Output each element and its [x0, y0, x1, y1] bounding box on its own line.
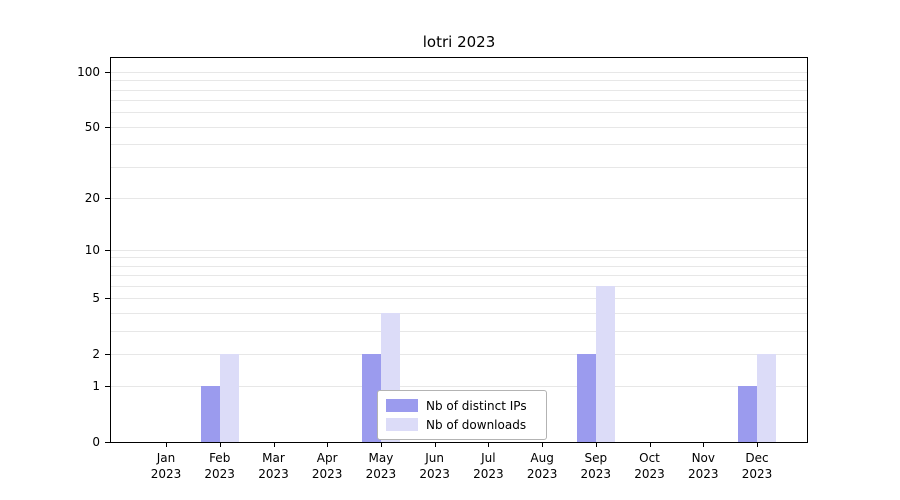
x-tick-label: Jan 2023	[136, 450, 196, 482]
x-tick-year: 2023	[580, 467, 612, 481]
y-tick-mark	[105, 197, 110, 199]
x-tick-label: Aug 2023	[512, 450, 572, 482]
gridline	[111, 386, 807, 388]
y-tick-mark	[105, 72, 110, 73]
plot-area	[110, 57, 808, 443]
x-tick-mark	[703, 443, 705, 447]
x-tick-month: Aug	[530, 451, 554, 465]
x-tick-mark	[595, 443, 597, 447]
gridline	[111, 353, 807, 355]
x-tick-year: 2023	[204, 467, 235, 481]
x-tick-year: 2023	[311, 467, 343, 481]
bar-distinct-ips	[738, 386, 757, 442]
x-tick-year: 2023	[526, 467, 558, 481]
x-tick-year: 2023	[634, 467, 665, 481]
y-tick-label: 10	[84, 242, 100, 257]
x-tick-label: Feb 2023	[190, 450, 250, 482]
legend: Nb of distinct IPs Nb of downloads	[377, 390, 547, 440]
gridline	[111, 286, 807, 287]
gridline	[111, 89, 807, 91]
bar-distinct-ips	[576, 353, 596, 442]
x-tick-month: Oct	[639, 451, 660, 465]
gridline	[111, 112, 807, 114]
x-tick-mark	[649, 443, 651, 447]
x-tick-label: Sep 2023	[566, 450, 626, 482]
gridline	[111, 275, 807, 277]
x-tick-month: Jul	[481, 451, 496, 465]
x-tick-month: Feb	[209, 451, 231, 465]
gridline	[111, 126, 807, 128]
x-tick-year: 2023	[150, 467, 182, 481]
y-tick-mark	[105, 249, 110, 251]
y-tick-label: 5	[92, 291, 100, 306]
x-tick-mark	[757, 443, 758, 447]
gridline	[111, 330, 807, 332]
x-tick-label: Jul 2023	[458, 450, 518, 482]
chart-title: lotri 2023	[422, 33, 496, 51]
x-tick-year: 2023	[473, 467, 504, 481]
x-tick-mark	[273, 443, 275, 447]
x-tick-month: Sep	[584, 451, 608, 465]
legend-label-downloads: Nb of downloads	[426, 417, 527, 432]
x-tick-label: Dec 2023	[727, 450, 787, 482]
gridline	[111, 257, 807, 259]
x-tick-month: Jan	[156, 451, 176, 465]
legend-swatch-distinct-ips-icon	[386, 399, 418, 412]
gridline	[111, 166, 807, 168]
x-tick-mark	[327, 443, 329, 447]
x-tick-label: Mar 2023	[244, 450, 304, 482]
y-tick-mark	[105, 353, 110, 355]
x-tick-label: Nov 2023	[673, 450, 733, 482]
x-tick-mark	[219, 443, 221, 447]
y-tick-label: 2	[92, 346, 100, 361]
y-tick-label: 0	[92, 435, 100, 449]
gridline	[111, 313, 807, 314]
y-tick-mark	[105, 126, 110, 128]
x-tick-mark	[542, 443, 544, 447]
bar-downloads	[219, 353, 239, 442]
x-tick-year: 2023	[688, 467, 719, 481]
legend-item-distinct-ips: Nb of distinct IPs	[386, 396, 538, 415]
legend-label-distinct-ips: Nb of distinct IPs	[426, 398, 527, 413]
x-tick-mark	[488, 443, 490, 447]
x-tick-mark	[434, 443, 436, 447]
x-tick-label: May 2023	[351, 450, 411, 482]
bar-downloads	[757, 353, 776, 442]
x-tick-year: 2023	[741, 467, 773, 481]
y-tick-label: 50	[84, 119, 100, 134]
legend-item-downloads: Nb of downloads	[386, 415, 538, 434]
y-tick-label: 100	[77, 65, 100, 79]
y-tick-mark	[105, 442, 110, 443]
gridline	[111, 144, 807, 146]
x-tick-mark	[380, 443, 382, 447]
x-tick-year: 2023	[258, 467, 289, 481]
gridline	[111, 80, 807, 82]
x-tick-label: Oct 2023	[620, 450, 680, 482]
y-tick-label: 20	[84, 190, 100, 205]
x-tick-month: Dec	[745, 451, 769, 465]
y-tick-mark	[105, 298, 110, 300]
gridline	[111, 72, 807, 73]
y-tick-mark	[105, 386, 110, 388]
bar-downloads	[595, 286, 615, 442]
x-tick-mark	[166, 443, 167, 447]
x-tick-year: 2023	[365, 467, 397, 481]
gridline	[111, 265, 807, 267]
gridline	[111, 298, 807, 300]
gridline	[111, 249, 807, 251]
x-tick-label: Apr 2023	[297, 450, 357, 482]
legend-swatch-downloads-icon	[386, 418, 418, 431]
bar-distinct-ips	[361, 353, 381, 442]
x-tick-month: Mar	[262, 451, 285, 465]
x-tick-month: May	[368, 451, 394, 465]
bar-distinct-ips	[200, 386, 220, 442]
x-tick-month: Apr	[316, 451, 338, 465]
gridline	[111, 197, 807, 199]
x-tick-month: Nov	[691, 451, 715, 465]
x-tick-label: Jun 2023	[405, 450, 465, 482]
gridline	[111, 100, 807, 102]
x-tick-month: Jun	[425, 451, 444, 465]
y-tick-label: 1	[92, 379, 100, 394]
x-tick-year: 2023	[419, 467, 450, 481]
